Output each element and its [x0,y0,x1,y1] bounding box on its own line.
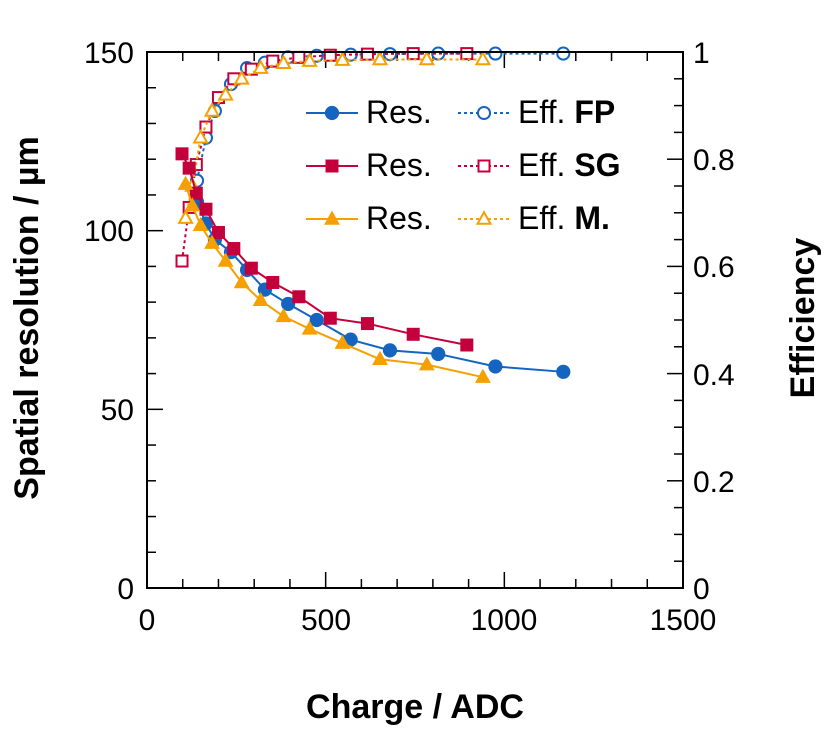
resolution-point-m [177,175,194,190]
resolution-point-sg [360,317,374,331]
resolution-point-fp [488,359,503,374]
legend-res-marker-m [324,210,340,225]
legend-eff-m-label: Eff. M. [518,200,610,236]
y-tick-label-50: 50 [101,394,134,427]
efficiency-point-m [177,209,194,224]
efficiency-point-fp [488,46,503,61]
x-tick-label-1000: 1000 [471,604,538,637]
y2-axis-title: Efficiency [784,238,822,399]
y2-tick-label-0.8: 0.8 [693,144,735,177]
resolution-point-m [192,216,209,232]
legend-eff-marker-sg [477,159,491,173]
legend-eff-sg-label: Eff. SG [518,147,621,183]
x-tick-label-500: 500 [301,604,351,637]
y2-tick-label-0.2: 0.2 [693,466,735,499]
efficiency-point-fp [556,46,571,61]
resolution-point-sg [175,147,189,161]
efficiency-point-m [301,52,318,67]
resolution-point-fp [556,364,571,379]
legend-res-fp-label: Res. [366,94,432,130]
efficiency-point-m [203,102,221,117]
resolution-point-sg [227,242,241,256]
resolution-point-m [474,368,491,383]
efficiency-point-sg [406,47,420,61]
y2-tick-label-0: 0 [693,573,710,606]
x-axis-title: Charge / ADC [306,688,524,726]
resolution-point-sg [199,202,213,216]
efficiency-point-m [275,54,292,70]
resolution-point-m [334,334,351,349]
legend-eff-prefix: Eff. [518,94,565,130]
resolution-point-m [217,252,234,267]
y2-tick-label-0.4: 0.4 [693,359,735,392]
legend-res-sg-label: Res. [366,147,432,183]
efficiency-point-sg [360,47,374,61]
resolution-point-sg [406,327,420,341]
resolution-point-sg [244,261,258,275]
legend-m-name: M. [574,200,610,236]
efficiency-point-sg [292,50,306,64]
resolution-point-sg [460,338,474,352]
efficiency-point-m [233,69,250,85]
y2-tick-label-1: 1 [693,37,710,70]
efficiency-point-m [474,50,492,66]
resolution-point-fp [309,312,324,328]
legend-eff-prefix: Eff. [518,200,565,236]
resolution-point-m [301,320,318,335]
efficiency-point-sg [266,54,280,68]
y-axis-title: Spatial resolution / µm [8,136,46,499]
resolution-point-m [252,291,269,307]
resolution-point-sg [266,275,280,289]
y-tick-label-0: 0 [117,573,134,606]
legend-eff-marker-m [475,210,493,225]
efficiency-point-m [334,51,351,66]
resolution-point-sg [189,186,203,200]
resolution-point-fp [431,346,446,362]
legend-eff-marker-fp [476,105,492,121]
efficiency-point-sg [175,254,189,268]
legend-eff-prefix: Eff. [518,147,565,183]
resolution-series-sg [175,147,474,352]
plot-frame [146,51,684,589]
resolution-point-fp [281,296,296,312]
efficiency-point-m [418,50,435,66]
y-tick-label-150: 150 [84,37,134,70]
efficiency-point-m [217,86,234,101]
legend-sg-name: SG [574,147,620,183]
resolution-point-sg [182,161,196,175]
resolution-point-sg [211,225,225,239]
efficiency-point-m [192,128,209,144]
resolution-point-sg [292,290,306,304]
x-tick-label-1500: 1500 [650,604,717,637]
resolution-series-m [177,175,491,383]
axis-ticks [146,51,684,589]
resolution-point-m [233,274,250,289]
efficiency-series-m [177,50,492,224]
legend-eff-fp-label: Eff. FP [518,94,615,130]
efficiency-point-sg [199,120,213,134]
efficiency-point-m [252,59,269,74]
y-tick-label-100: 100 [84,215,134,248]
efficiency-point-sg [460,47,474,61]
x-tick-label-0: 0 [139,604,156,637]
resolution-point-m [275,307,292,323]
legend-res-marker-fp [324,105,340,121]
legend-fp-name: FP [574,94,615,130]
legend-res-m-label: Res. [366,200,432,236]
resolution-point-fp [382,343,398,358]
legend-res-marker-sg [325,159,339,173]
series-layer [175,46,571,383]
resolution-point-m [372,350,388,366]
resolution-point-m [418,356,435,371]
resolution-point-m [184,197,201,212]
resolution-point-sg [323,311,337,325]
y2-tick-label-0.6: 0.6 [693,251,735,284]
efficiency-point-m [371,50,389,66]
legend-swatches [306,105,510,225]
legend: Res. Res. Res. Eff. FP Eff. SG Eff. M. [306,94,621,236]
resolution-point-m [204,234,220,249]
